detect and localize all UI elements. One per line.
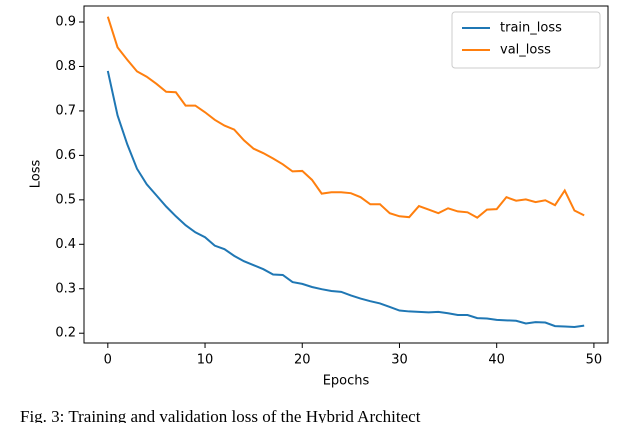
y-tick-label: 0.8 [55, 59, 76, 74]
y-tick-label: 0.7 [55, 103, 76, 118]
x-tick-label: 50 [586, 353, 603, 368]
y-tick-label: 0.4 [55, 237, 76, 252]
line-series [106, 70, 585, 328]
legend-label: train_loss [500, 21, 562, 36]
caption: Fig. 3: Training and validation loss of … [20, 407, 421, 423]
x-axis-label: Epochs [323, 374, 370, 389]
plot-frame [83, 5, 609, 344]
legend-label: val_loss [500, 43, 551, 58]
x-tick-label: 0 [104, 353, 112, 368]
x-tick-label: 10 [197, 353, 214, 368]
x-tick-label: 40 [488, 353, 505, 368]
y-tick-label: 0.5 [55, 192, 76, 207]
y-axis-label: Loss [29, 160, 44, 189]
line-series [106, 16, 585, 219]
y-tick-label: 0.6 [55, 148, 76, 163]
x-tick-label: 20 [294, 353, 311, 368]
y-tick-label: 0.2 [55, 326, 76, 341]
y-tick-label: 0.3 [55, 281, 76, 296]
legend-box [451, 11, 601, 69]
y-tick-label: 0.9 [55, 15, 76, 30]
x-tick-label: 30 [391, 353, 408, 368]
